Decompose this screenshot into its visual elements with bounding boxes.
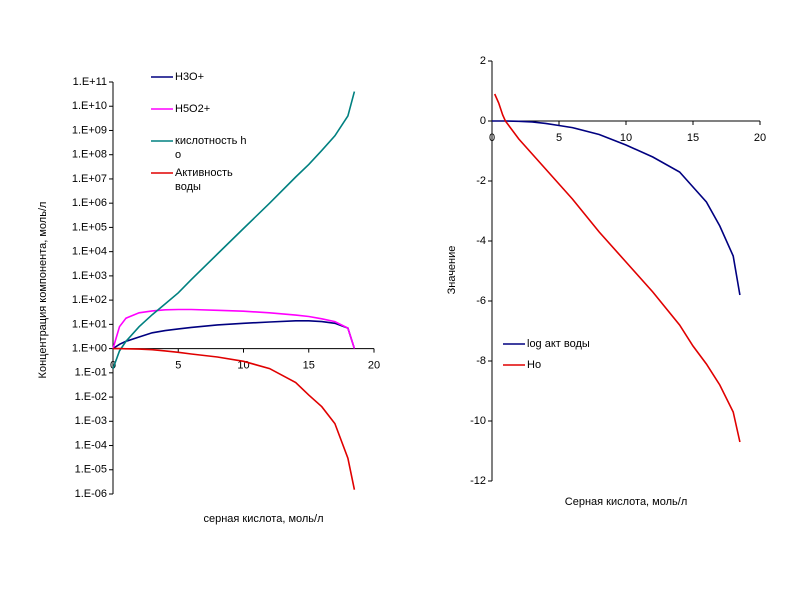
series-line: [113, 347, 356, 490]
series-line: [112, 91, 356, 369]
legend-label: кислотность h o: [175, 135, 247, 161]
y-tick-label: 1.E-06: [75, 488, 107, 500]
y-axis-label: Значение: [446, 246, 458, 295]
y-tick-label: 1.E+02: [72, 294, 107, 306]
y-tick-label: -4: [476, 235, 486, 247]
legend-label: log акт воды: [527, 338, 590, 350]
y-tick-label: 0: [480, 115, 486, 127]
x-tick-label: 20: [368, 359, 380, 371]
series-line: [112, 308, 356, 349]
legend-label: H3O+: [175, 71, 205, 83]
x-tick-label: 10: [620, 132, 632, 144]
x-tick-label: 15: [687, 132, 699, 144]
series-line: [112, 320, 356, 350]
y-tick-label: -10: [470, 415, 486, 427]
y-tick-label: 1.E-03: [75, 415, 107, 427]
y-tick-label: 1.E-04: [75, 439, 107, 451]
y-tick-label: -6: [476, 295, 486, 307]
x-tick-label: 0: [110, 359, 116, 371]
x-axis-label: Серная кислота, моль/л: [565, 496, 687, 508]
y-tick-label: 1.E+08: [72, 149, 107, 161]
y-tick-label: 1.E-01: [75, 367, 107, 379]
y-tick-label: 1.E+07: [72, 173, 107, 185]
y-tick-label: 1.E+01: [72, 318, 107, 330]
y-tick-label: -12: [470, 475, 486, 487]
x-tick-label: 5: [175, 359, 181, 371]
y-tick-label: -2: [476, 175, 486, 187]
x-tick-label: 5: [556, 132, 562, 144]
x-tick-label: 20: [754, 132, 766, 144]
x-tick-label: 0: [489, 132, 495, 144]
legend-label: H5O2+: [175, 103, 211, 115]
x-tick-label: 15: [303, 359, 315, 371]
series-line: [493, 93, 741, 443]
y-tick-label: 1.E+00: [72, 342, 107, 354]
legend-label: Активность воды: [175, 167, 233, 193]
y-tick-label: 1.E+04: [72, 246, 107, 258]
y-tick-label: 2: [480, 55, 486, 67]
y-tick-label: 1.E-05: [75, 464, 107, 476]
y-tick-label: -8: [476, 355, 486, 367]
y-tick-label: 1.E+11: [73, 76, 107, 88]
y-tick-label: 1.E+05: [72, 221, 107, 233]
y-axis-label: Концентрация компонента, моль/л: [37, 202, 49, 379]
y-tick-label: 1.E+09: [72, 124, 107, 136]
y-tick-label: 1.E-02: [75, 391, 107, 403]
y-tick-label: 1.E+03: [72, 270, 107, 282]
series-line: [492, 120, 741, 296]
legend-label: Ho: [527, 359, 542, 371]
y-tick-label: 1.E+10: [72, 100, 107, 112]
x-axis-label: серная кислота, моль/л: [203, 513, 323, 525]
y-tick-label: 1.E+06: [72, 197, 107, 209]
